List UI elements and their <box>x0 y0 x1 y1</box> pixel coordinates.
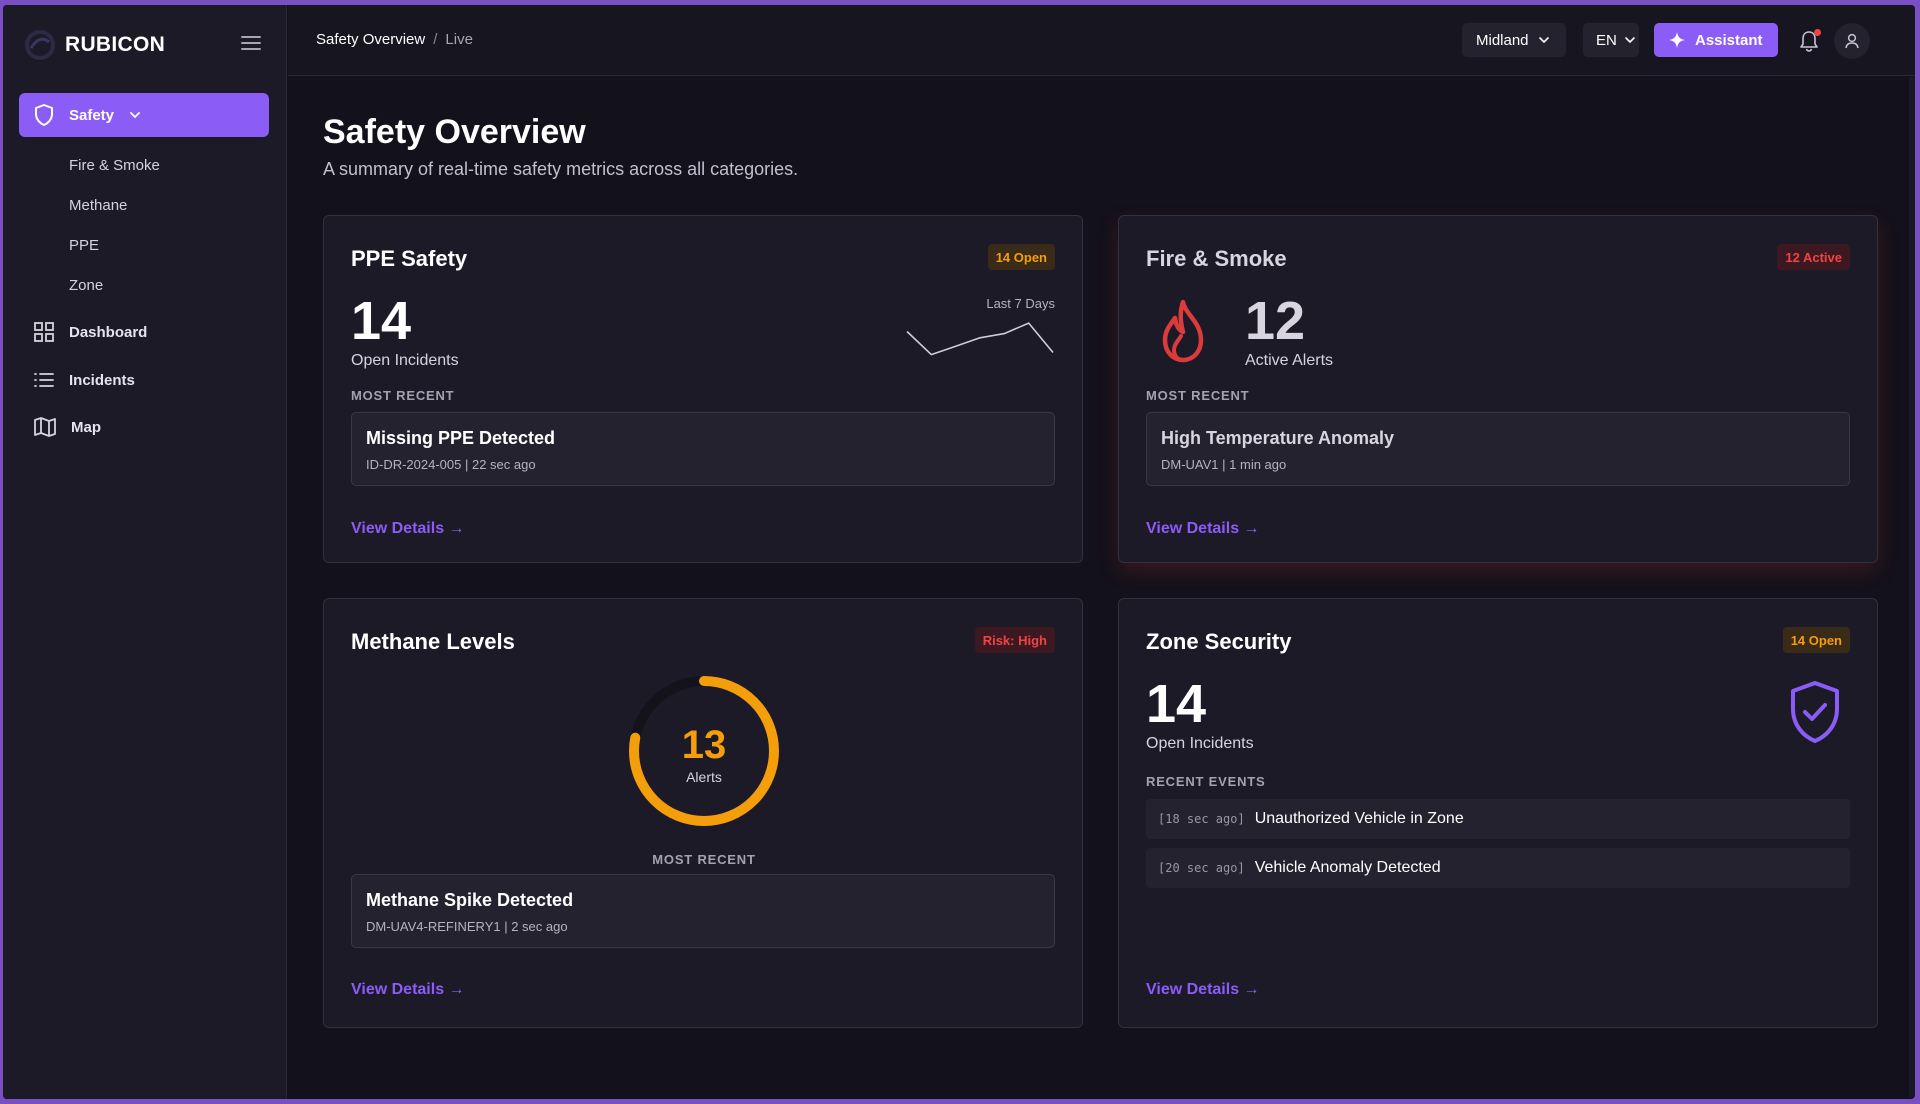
status-badge: 12 Active <box>1777 244 1850 270</box>
card-title: Fire & Smoke <box>1146 246 1287 271</box>
incident-sparkline <box>906 322 1054 356</box>
breadcrumb: Safety Overview / Live <box>316 31 473 48</box>
most-recent-label: MOST RECENT <box>1146 388 1250 403</box>
open-incidents-label: Open Incidents <box>1146 735 1254 752</box>
incident-title: High Temperature Anomaly <box>1161 428 1395 448</box>
sidebar-item-label: Map <box>71 418 101 436</box>
sidebar: RUBICON Safety Fire & Smoke Methane PPE … <box>3 5 287 1099</box>
sidebar-subitem-methane[interactable]: Methane <box>69 196 128 214</box>
event-row[interactable]: [20 sec ago] Vehicle Anomaly Detected <box>1146 848 1850 888</box>
hamburger-menu-icon[interactable] <box>239 31 263 55</box>
view-details-link[interactable]: View Details → <box>1146 520 1260 537</box>
most-recent-label: MOST RECENT <box>652 852 756 867</box>
sidebar-item-label: Safety <box>69 106 115 124</box>
brand-logo-icon <box>25 30 55 60</box>
gauge-arc <box>629 676 779 826</box>
list-icon <box>34 373 54 387</box>
status-badge: Risk: High <box>974 627 1055 653</box>
app-window: RUBICON Safety Fire & Smoke Methane PPE … <box>3 5 1915 1099</box>
user-avatar[interactable] <box>1834 23 1870 59</box>
sidebar-subitem-zone[interactable]: Zone <box>69 276 104 294</box>
event-time: [20 sec ago] <box>1158 861 1245 875</box>
safety-submenu: Fire & Smoke Methane PPE Zone <box>69 145 160 305</box>
open-incidents-label: Open Incidents <box>351 352 459 369</box>
chevron-down-icon <box>130 112 140 119</box>
view-details-link[interactable]: View Details → <box>351 981 465 998</box>
sidebar-item-label: Dashboard <box>69 323 148 341</box>
sparkline-series <box>906 322 1054 356</box>
shield-icon <box>35 104 53 126</box>
most-recent-label: MOST RECENT <box>351 388 455 403</box>
event-text: Vehicle Anomaly Detected <box>1254 859 1441 876</box>
most-recent-incident[interactable]: Methane Spike Detected DM-UAV4-REFINERY1… <box>351 874 1055 948</box>
event-time: [18 sec ago] <box>1158 812 1245 826</box>
notifications-button[interactable] <box>1798 29 1822 53</box>
language-value: EN <box>1596 31 1617 49</box>
sidebar-subitem-ppe[interactable]: PPE <box>69 236 100 254</box>
sidebar-item-map[interactable]: Map <box>33 409 101 445</box>
user-icon <box>1845 33 1859 49</box>
brand[interactable]: RUBICON <box>23 25 165 65</box>
grid-icon <box>34 322 54 342</box>
status-badge: 14 Open <box>1782 627 1850 653</box>
flame-icon <box>1162 299 1204 363</box>
chevron-down-icon <box>1538 37 1549 44</box>
card-title: Methane Levels <box>351 629 515 654</box>
active-alerts-count: 12 <box>1245 291 1306 351</box>
notification-dot <box>1814 29 1821 36</box>
assistant-label: Assistant <box>1695 31 1763 49</box>
brand-name: RUBICON <box>65 33 166 56</box>
language-select[interactable]: EN <box>1583 23 1639 57</box>
breadcrumb-live: Live <box>445 31 473 48</box>
page-title: Safety Overview <box>323 113 586 151</box>
most-recent-incident[interactable]: High Temperature Anomaly DM-UAV1 | 1 min… <box>1146 412 1850 486</box>
methane-gauge <box>629 676 779 826</box>
page-subtitle: A summary of real-time safety metrics ac… <box>323 159 799 179</box>
shield-check-icon <box>1791 681 1839 743</box>
region-select[interactable]: Midland <box>1462 23 1566 57</box>
sidebar-item-label: Incidents <box>69 371 135 389</box>
gauge-label: Alerts <box>686 769 722 785</box>
region-value: Midland <box>1476 31 1529 49</box>
fire-smoke-card: Fire & Smoke 12 Active 12 Active Alerts … <box>1118 215 1878 563</box>
view-details-link[interactable]: View Details → <box>351 520 465 537</box>
status-badge: 14 Open <box>987 244 1055 270</box>
open-incidents-count: 14 <box>1146 674 1207 734</box>
event-row[interactable]: [18 sec ago] Unauthorized Vehicle in Zon… <box>1146 799 1850 839</box>
sidebar-item-incidents[interactable]: Incidents <box>33 362 135 398</box>
sparkline-caption: Last 7 Days <box>986 296 1055 311</box>
scrollbar[interactable] <box>1909 77 1915 1097</box>
card-title: PPE Safety <box>351 246 468 271</box>
assistant-button[interactable]: Assistant <box>1654 23 1778 57</box>
card-title: Zone Security <box>1146 629 1292 654</box>
top-bar: Safety Overview / Live Midland EN Assist… <box>288 5 1915 76</box>
incident-title: Missing PPE Detected <box>366 428 556 448</box>
map-icon <box>34 417 56 437</box>
sparkle-icon <box>1669 32 1685 48</box>
gauge-value: 13 <box>681 723 727 767</box>
methane-levels-card: Methane Levels Risk: High 13 Alerts MOST… <box>323 598 1083 1028</box>
event-text: Unauthorized Vehicle in Zone <box>1254 810 1464 827</box>
sidebar-item-dashboard[interactable]: Dashboard <box>33 314 147 350</box>
incident-title: Methane Spike Detected <box>366 890 574 910</box>
breadcrumb-safety-overview[interactable]: Safety Overview <box>316 31 426 48</box>
zone-security-card: Zone Security 14 Open 14 Open Incidents … <box>1118 598 1878 1028</box>
sidebar-item-safety[interactable]: Safety <box>19 93 269 137</box>
incident-meta: DM-UAV4-REFINERY1 | 2 sec ago <box>366 919 568 934</box>
recent-events-label: RECENT EVENTS <box>1146 774 1266 789</box>
incident-meta: DM-UAV1 | 1 min ago <box>1161 457 1287 472</box>
chevron-down-icon <box>1625 37 1635 44</box>
bell-icon <box>1800 31 1818 52</box>
most-recent-incident[interactable]: Missing PPE Detected ID-DR-2024-005 | 22… <box>351 412 1055 486</box>
sidebar-subitem-fire-smoke[interactable]: Fire & Smoke <box>69 156 160 174</box>
view-details-link[interactable]: View Details → <box>1146 981 1260 998</box>
active-alerts-label: Active Alerts <box>1245 352 1334 369</box>
breadcrumb-separator: / <box>433 31 438 48</box>
ppe-safety-card: PPE Safety 14 Open 14 Open Incidents Las… <box>323 215 1083 563</box>
incident-meta: ID-DR-2024-005 | 22 sec ago <box>366 457 536 472</box>
open-incidents-count: 14 <box>351 291 412 351</box>
